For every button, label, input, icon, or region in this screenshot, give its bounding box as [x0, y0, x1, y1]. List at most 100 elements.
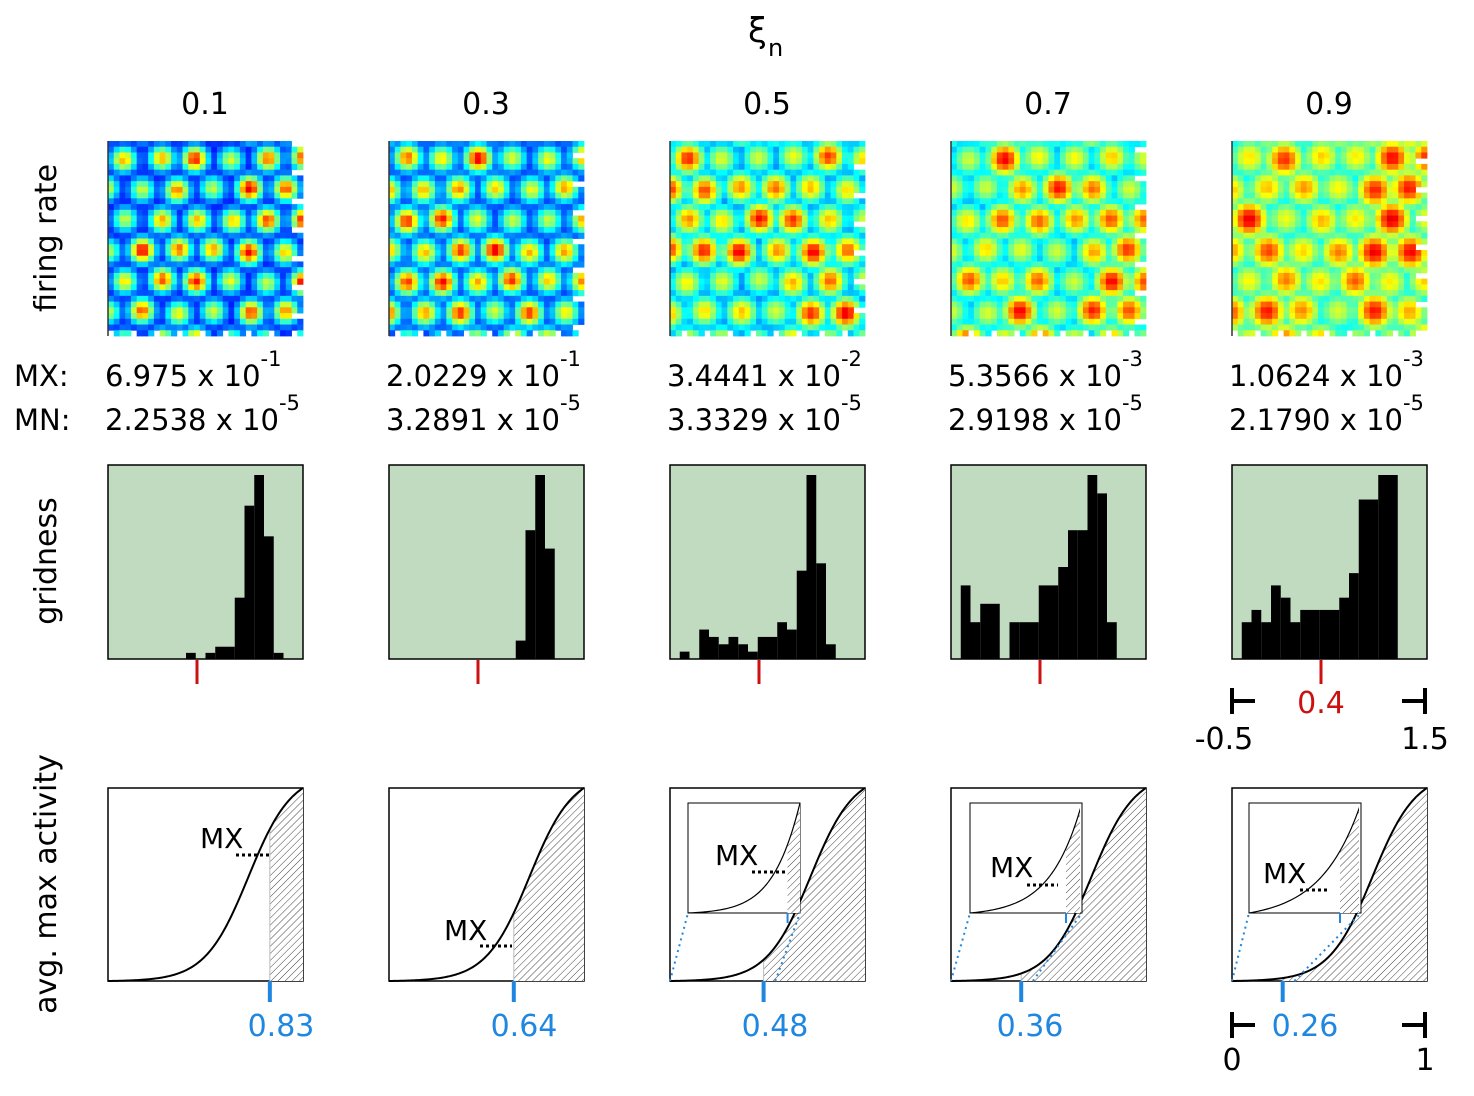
heatmap-cell — [572, 232, 579, 239]
heatmap-cell — [790, 244, 797, 251]
heatmap-cell — [176, 307, 183, 314]
heatmap-cell — [1363, 141, 1371, 148]
heatmap-cell — [1037, 295, 1044, 302]
heatmap-cell — [1002, 181, 1009, 188]
heatmap-cell — [778, 324, 786, 331]
heatmap-cell — [423, 324, 430, 331]
heatmap-cell — [469, 301, 476, 308]
heatmap-cell — [1283, 175, 1290, 182]
heatmap-cell — [515, 290, 522, 297]
heatmap-cell — [234, 232, 241, 239]
heatmap-cell — [130, 301, 138, 308]
heatmap-cell — [446, 272, 453, 280]
heatmap-cell — [549, 261, 556, 268]
heatmap-cell — [778, 272, 786, 280]
heatmap-cell — [205, 324, 212, 331]
heatmap-cell — [761, 198, 768, 205]
heatmap-cell — [1117, 255, 1124, 262]
heatmap-cell — [515, 146, 522, 153]
heatmap-cell — [1128, 255, 1135, 262]
heatmap-cell — [188, 146, 195, 153]
heatmap-cell — [847, 278, 854, 285]
heatmap-cell — [532, 186, 539, 194]
heatmap-cell — [429, 324, 436, 331]
heatmap-cell — [262, 198, 269, 205]
heatmap-cell — [538, 232, 545, 239]
heatmap-cell — [819, 169, 826, 176]
heatmap-cell — [985, 295, 992, 302]
heatmap-cell — [824, 186, 831, 194]
heatmap-cell — [503, 186, 510, 194]
heatmap-cell — [836, 330, 843, 337]
heatmap-cell — [194, 204, 201, 211]
heatmap-cell — [813, 272, 820, 280]
heatmap-cell — [1243, 181, 1250, 188]
heatmap-cell — [767, 278, 774, 285]
heatmap-cell — [469, 158, 476, 165]
heatmap-cell — [389, 255, 396, 262]
heatmap-cell — [1134, 158, 1141, 165]
heatmap-cell — [245, 255, 252, 262]
heatmap-cell — [733, 152, 740, 159]
heatmap-cell — [773, 146, 780, 153]
heatmap-cell — [526, 295, 533, 302]
heatmap-cell — [1283, 158, 1290, 165]
heatmap-cell — [538, 284, 545, 291]
heatmap-cell — [251, 330, 258, 337]
heatmap-cell — [784, 175, 791, 182]
heatmap-cell — [1094, 158, 1101, 165]
heatmap-cell — [1037, 290, 1044, 297]
heatmap-cell — [549, 272, 556, 280]
heatmap-cell — [973, 313, 981, 320]
heatmap-cell — [216, 152, 224, 159]
heatmap-cell — [824, 158, 831, 165]
heatmap-cell — [538, 313, 545, 320]
heatmap-cell — [526, 284, 533, 291]
heatmap-cell — [1386, 152, 1393, 159]
heatmap-cell — [991, 209, 998, 216]
heatmap-cell — [532, 181, 539, 188]
heatmap-cell — [457, 169, 464, 176]
heatmap-cell — [142, 313, 149, 320]
heatmap-cell — [549, 307, 556, 314]
heatmap-cell — [400, 158, 407, 165]
heatmap-cell — [1123, 175, 1130, 182]
heatmap-cell — [956, 181, 963, 188]
heatmap-cell — [727, 209, 734, 216]
heatmap-cell — [801, 141, 809, 148]
heatmap-cell — [125, 278, 132, 285]
heatmap-cell — [199, 152, 206, 159]
heatmap-cell — [1318, 186, 1325, 194]
heatmap-cell — [526, 204, 533, 211]
heatmap-cell — [475, 186, 482, 194]
heatmap-cell — [199, 318, 206, 325]
heatmap-cell — [824, 221, 831, 228]
heatmap-cell — [400, 175, 407, 182]
heatmap-cell — [538, 215, 545, 222]
heatmap-cell — [715, 278, 723, 285]
heatmap-cell — [245, 307, 252, 314]
heatmap-cell — [509, 198, 516, 205]
heatmap-cell — [670, 232, 677, 239]
heatmap-cell — [423, 318, 430, 325]
heatmap-cell — [1002, 284, 1009, 291]
heatmap-cell — [1260, 181, 1267, 188]
heatmap-cell — [1128, 307, 1135, 314]
heatmap-cell — [251, 198, 258, 205]
heatmap-cell — [1415, 146, 1422, 153]
heatmap-cell — [245, 278, 252, 285]
heatmap-cell — [1088, 198, 1095, 205]
mx-curve-label: MX — [444, 914, 487, 947]
heatmap-cell — [1019, 215, 1026, 222]
heatmap-cell — [761, 272, 768, 280]
heatmap-cell — [1088, 181, 1095, 188]
heatmap-cell — [440, 318, 447, 325]
heatmap-cell — [182, 318, 189, 325]
heatmap-cell — [572, 318, 579, 325]
heatmap-cell — [497, 232, 505, 239]
heatmap-cell — [205, 192, 212, 199]
heatmap-cell — [842, 295, 849, 302]
heatmap-cell — [417, 163, 424, 171]
heatmap-cell — [497, 152, 505, 159]
heatmap-cell — [721, 267, 728, 274]
